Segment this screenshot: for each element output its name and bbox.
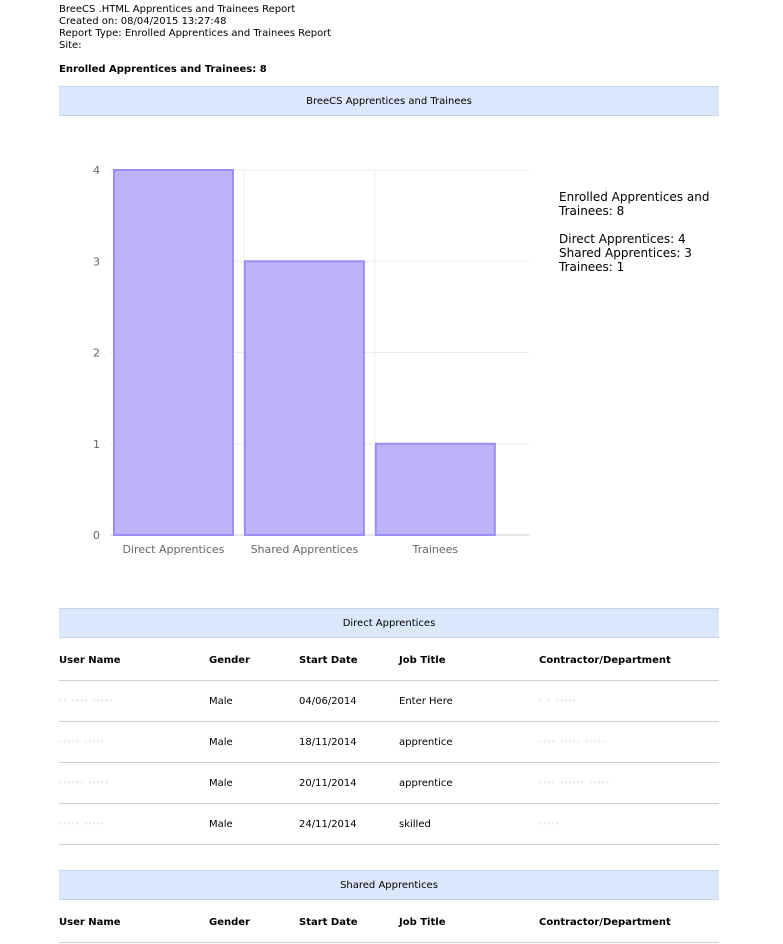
- table-row: ····· ····· Male 24/11/2014 skilled ····…: [59, 803, 719, 845]
- legend-total-line1: Enrolled Apprentices and: [559, 190, 710, 204]
- table-row: ·· ···· ····· Male 04/06/2014 Enter Here…: [59, 680, 719, 722]
- direct-section-title: Direct Apprentices: [342, 617, 436, 629]
- col-contractor: Contractor/Department: [539, 640, 719, 681]
- x-tick-label: Trainees: [412, 543, 459, 556]
- bar: [374, 442, 496, 536]
- col-job-title: Job Title: [399, 640, 539, 681]
- y-tick-label: 4: [93, 164, 100, 177]
- job-title-cell: Enter Here: [399, 680, 539, 722]
- contractor-cell: ···· ······ ·····: [539, 762, 719, 804]
- col-start-date: Start Date: [299, 640, 399, 681]
- x-tick-label: Shared Apprentices: [251, 543, 359, 556]
- user-name-cell: ····· ·····: [59, 721, 209, 763]
- job-title-cell: skilled: [399, 803, 539, 845]
- report-meta: BreeCS .HTML Apprentices and Trainees Re…: [59, 4, 331, 52]
- user-name-cell: ····· ·····: [59, 803, 209, 845]
- user-name-cell: ······ ·····: [59, 762, 209, 804]
- shared-section-title: Shared Apprentices: [340, 879, 438, 891]
- bar-chart: 0 1 2 3 4 Direct Apprentices Shared Apprentice…: [93, 164, 529, 556]
- report-type: Report Type: Enrolled Apprentices and Tr…: [59, 28, 332, 39]
- chart-section-header: BreeCS Apprentices and Trainees: [59, 86, 719, 116]
- col-gender: Gender: [209, 640, 299, 681]
- bar: [243, 260, 365, 536]
- col-user-name: User Name: [59, 902, 209, 943]
- start-date-cell: 24/11/2014: [299, 803, 399, 845]
- gender-cell: Male: [209, 680, 299, 722]
- gender-cell: Male: [209, 721, 299, 763]
- shared-apprentices-table: User Name Gender Start Date Job Title Co…: [59, 902, 719, 943]
- contractor-cell: ·····: [539, 803, 719, 845]
- table-row: ······ ····· Male 20/11/2014 apprentice …: [59, 762, 719, 804]
- start-date-cell: 18/11/2014: [299, 721, 399, 763]
- job-title-cell: apprentice: [399, 762, 539, 804]
- report-title: BreeCS .HTML Apprentices and Trainees Re…: [59, 4, 296, 15]
- legend-direct: Direct Apprentices: 4: [559, 232, 686, 246]
- table-row: ····· ····· Male 18/11/2014 apprentice ·…: [59, 721, 719, 763]
- start-date-cell: 20/11/2014: [299, 762, 399, 804]
- contractor-cell: · · ·····: [539, 680, 719, 722]
- user-name-cell: ·· ···· ·····: [59, 680, 209, 722]
- created-on: Created on: 08/04/2015 13:27:48: [59, 16, 227, 27]
- table-header-row: User Name Gender Start Date Job Title Co…: [59, 640, 719, 681]
- direct-section-header: Direct Apprentices: [59, 608, 719, 638]
- shared-section-header: Shared Apprentices: [59, 870, 719, 900]
- contractor-cell: ···· ····· ·····: [539, 721, 719, 763]
- legend-shared: Shared Apprentices: 3: [559, 246, 692, 260]
- direct-apprentices-table: User Name Gender Start Date Job Title Co…: [59, 640, 719, 845]
- legend-total-line2: Trainees: 8: [559, 204, 625, 218]
- y-tick-label: 2: [93, 347, 100, 360]
- col-job-title: Job Title: [399, 902, 539, 943]
- x-tick-label: Direct Apprentices: [123, 543, 225, 556]
- legend-trainees: Trainees: 1: [559, 260, 625, 274]
- table-header-row: User Name Gender Start Date Job Title Co…: [59, 902, 719, 943]
- col-gender: Gender: [209, 902, 299, 943]
- y-tick-label: 0: [93, 529, 100, 542]
- bar: [113, 169, 234, 536]
- gender-cell: Male: [209, 762, 299, 804]
- gender-cell: Male: [209, 803, 299, 845]
- col-start-date: Start Date: [299, 902, 399, 943]
- start-date-cell: 04/06/2014: [299, 680, 399, 722]
- col-user-name: User Name: [59, 640, 209, 681]
- chart-legend: Enrolled Apprentices and Trainees: 8 Dir…: [559, 190, 709, 274]
- y-tick-label: 1: [93, 438, 100, 451]
- col-contractor: Contractor/Department: [539, 902, 719, 943]
- enrolled-summary: Enrolled Apprentices and Trainees: 8: [59, 64, 267, 75]
- job-title-cell: apprentice: [399, 721, 539, 763]
- y-tick-label: 3: [93, 255, 100, 268]
- site-label: Site:: [59, 40, 82, 51]
- chart-section-title: BreeCS Apprentices and Trainees: [306, 95, 472, 107]
